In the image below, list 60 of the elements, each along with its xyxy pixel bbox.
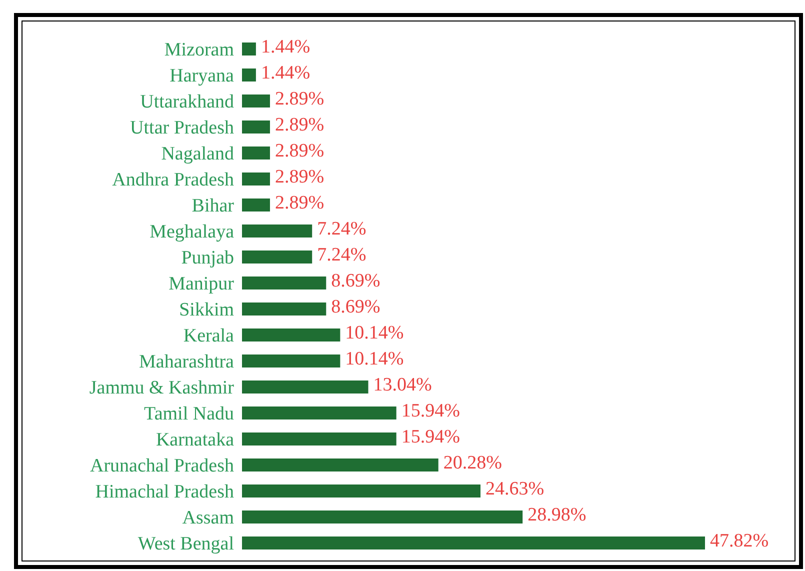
data-label: 8.69% <box>331 296 380 318</box>
y-tick-label: Uttarakhand <box>140 92 234 113</box>
bar <box>242 250 312 264</box>
y-tick-label: Maharashtra <box>139 352 235 373</box>
data-label: 2.89% <box>274 88 324 110</box>
y-tick-label: Meghalaya <box>150 222 235 243</box>
y-tick-label: Punjab <box>181 248 234 269</box>
bar <box>242 380 368 394</box>
bar <box>242 172 270 186</box>
y-tick-label: Manipur <box>168 274 235 295</box>
data-label: 24.63% <box>485 478 544 500</box>
y-tick-label: West Bengal <box>138 534 234 555</box>
bar <box>242 42 256 56</box>
bar <box>242 302 326 316</box>
bar <box>242 536 705 550</box>
data-label: 2.89% <box>274 192 324 214</box>
data-label: 15.94% <box>401 400 460 422</box>
data-label: 10.14% <box>345 322 404 344</box>
data-label: 2.89% <box>274 140 324 162</box>
data-label: 10.14% <box>345 348 404 370</box>
bar <box>242 458 438 472</box>
data-label: 28.98% <box>528 504 586 526</box>
bar <box>242 432 396 446</box>
y-tick-label: Sikkim <box>179 300 234 321</box>
y-tick-label: Nagaland <box>161 144 234 165</box>
bar <box>242 406 396 420</box>
y-tick-label: Andhra Pradesh <box>112 170 234 191</box>
bar <box>242 68 256 82</box>
data-label: 1.44% <box>260 62 310 84</box>
bar <box>242 484 480 498</box>
y-tick-label: Himachal Pradesh <box>95 482 234 503</box>
bar <box>242 276 326 290</box>
data-label: 15.94% <box>401 426 460 448</box>
data-label: 47.82% <box>710 530 769 552</box>
bar <box>242 120 270 134</box>
y-tick-label: Assam <box>182 508 234 529</box>
data-label: 7.24% <box>317 244 366 266</box>
y-tick-label: Arunachal Pradesh <box>90 456 234 477</box>
bar <box>242 94 270 108</box>
y-tick-label: Karnataka <box>156 430 235 451</box>
data-label: 7.24% <box>317 218 366 240</box>
bar <box>242 198 270 212</box>
y-tick-label: Jammu & Kashmir <box>89 378 235 399</box>
y-tick-label: Uttar Pradesh <box>130 118 234 139</box>
data-label: 2.89% <box>274 114 324 136</box>
data-label: 2.89% <box>274 166 324 188</box>
bar <box>242 224 312 238</box>
y-tick-label: Tamil Nadu <box>144 404 234 425</box>
data-label: 1.44% <box>260 36 310 58</box>
bar <box>242 510 523 524</box>
bar <box>242 354 340 368</box>
y-tick-label: Haryana <box>170 66 235 87</box>
data-label: 20.28% <box>443 452 502 474</box>
bar <box>242 146 270 160</box>
bar <box>242 328 340 342</box>
y-tick-label: Bihar <box>192 196 235 217</box>
data-label: 8.69% <box>331 270 380 292</box>
y-tick-label: Kerala <box>183 326 235 347</box>
data-label: 13.04% <box>373 374 432 396</box>
y-tick-label: Mizoram <box>164 40 234 61</box>
